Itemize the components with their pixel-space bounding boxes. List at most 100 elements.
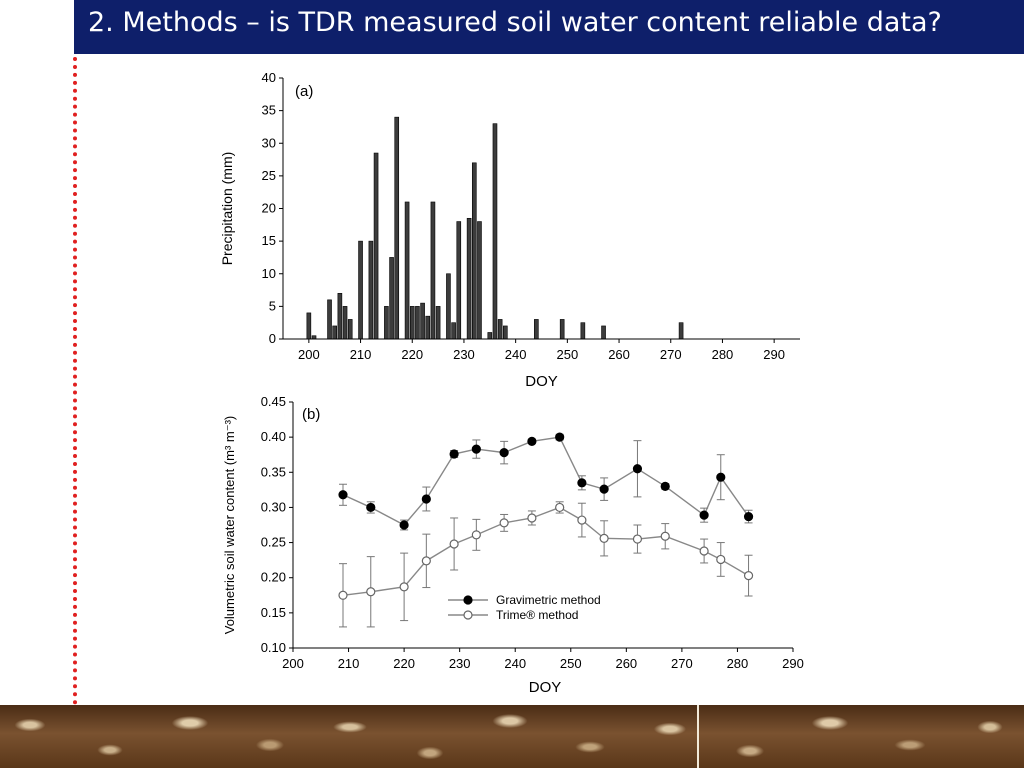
series-line: [342, 436, 750, 526]
gravimetric-point: [577, 478, 587, 488]
x-tick-label: 260: [615, 656, 637, 671]
legend-label: Gravimetric method: [496, 593, 601, 607]
y-tick-label: 30: [262, 135, 276, 150]
legend-label: Trime® method: [496, 608, 578, 622]
y-tick-label: 0.15: [261, 605, 286, 620]
trime-point: [449, 539, 459, 549]
precipitation-bar: [471, 162, 477, 340]
y-tick-label: 25: [262, 168, 276, 183]
y-tick-label: 40: [262, 70, 276, 85]
precipitation-bar: [415, 306, 420, 340]
trime-point: [499, 518, 509, 528]
precipitation-bar: [306, 312, 312, 340]
x-tick-label: 220: [401, 347, 423, 362]
gravimetric-point: [699, 510, 709, 520]
y-tick-label: 0.35: [261, 464, 286, 479]
trime-point: [743, 571, 754, 581]
precipitation-bar: [559, 319, 565, 340]
x-tick-label: 200: [298, 347, 320, 362]
precipitation-bar: [678, 322, 684, 340]
y-tick-label: 5: [269, 298, 276, 313]
gravimetric-point: [421, 494, 431, 504]
precipitation-bar: [534, 319, 539, 340]
gravimetric-point: [449, 449, 459, 459]
slide-title-bar: 2. Methods – is TDR measured soil water …: [74, 0, 1024, 54]
gravimetric-point: [743, 511, 754, 522]
precipitation-bar: [430, 201, 436, 340]
trime-point: [699, 546, 709, 556]
x-tick-label: 240: [504, 656, 526, 671]
precipitation-bar: [394, 116, 400, 340]
x-tick-label: 280: [727, 656, 749, 671]
trime-point: [555, 502, 565, 513]
precipitation-bar: [466, 217, 472, 340]
x-tick-label: 210: [338, 656, 360, 671]
x-tick-label: 230: [449, 656, 471, 671]
precipitation-bar: [409, 306, 415, 340]
x-axis-label: DOY: [525, 373, 558, 390]
precipitation-bar: [601, 325, 606, 340]
precipitation-bar: [347, 319, 353, 340]
gravimetric-point: [399, 520, 409, 530]
trime-point: [471, 530, 481, 540]
x-tick-label: 210: [350, 347, 372, 362]
precipitation-bar: [389, 257, 394, 340]
trime-point: [660, 531, 670, 541]
precipitation-chart: 0 5 10 15 20 25 30 35 40 200 210 220 230 240 250 260 270…: [219, 70, 800, 390]
footer-seam: [697, 705, 699, 768]
gravimetric-point: [716, 472, 726, 482]
trime-point: [338, 590, 348, 600]
x-tick-label: 280: [712, 347, 734, 362]
x-axis-label: DOY: [529, 679, 562, 696]
y-tick-label: 0: [269, 331, 276, 346]
y-tick-label: 0.30: [261, 499, 286, 514]
precipitation-bar: [435, 306, 441, 340]
trime-point: [577, 515, 587, 525]
trime-point: [366, 587, 376, 597]
x-tick-label: 250: [560, 656, 582, 671]
y-tick-label: 15: [262, 233, 276, 248]
soil-texture-band: [0, 705, 1024, 768]
soil-water-chart: 0.10 0.15 0.20 0.25 0.30 0.35 0.40 0.45 200 210 22…: [222, 394, 804, 696]
precipitation-bar: [456, 221, 462, 340]
x-tick-label: 240: [505, 347, 527, 362]
series-line: [342, 506, 749, 596]
slide-title: 2. Methods – is TDR measured soil water …: [88, 7, 942, 38]
x-tick-label: 260: [608, 347, 630, 362]
trime-point: [527, 513, 537, 523]
precipitation-bar: [327, 299, 332, 340]
precipitation-bar: [492, 123, 498, 340]
panel-label: (b): [302, 406, 320, 423]
y-tick-label: 20: [262, 201, 276, 216]
gravimetric-point: [599, 484, 609, 494]
precipitation-bar: [487, 332, 493, 340]
y-tick-label: 0.10: [261, 640, 286, 655]
precipitation-bar: [446, 273, 451, 340]
precipitation-bar: [503, 325, 508, 340]
gravimetric-point: [527, 436, 537, 446]
precipitation-bar: [451, 322, 456, 340]
legend-marker: [463, 610, 473, 620]
gravimetric-point: [366, 502, 376, 513]
precipitation-bar: [368, 240, 374, 340]
y-axis-label: Precipitation (mm): [219, 152, 235, 266]
gravimetric-point: [471, 444, 481, 454]
precipitation-bar: [420, 302, 425, 340]
gravimetric-point: [632, 464, 643, 474]
x-tick-label: 290: [782, 656, 804, 671]
panel-label: (a): [295, 83, 313, 100]
trime-point: [632, 534, 643, 544]
precipitation-bar: [332, 325, 337, 340]
precipitation-bar: [425, 315, 431, 340]
x-tick-label: 230: [453, 347, 475, 362]
y-tick-label: 35: [262, 103, 276, 118]
trime-point: [599, 533, 609, 543]
trime-point: [421, 556, 431, 566]
x-tick-label: 290: [763, 347, 785, 362]
x-tick-label: 250: [556, 347, 578, 362]
precipitation-bar: [477, 221, 482, 340]
x-tick-label: 270: [671, 656, 693, 671]
y-axis-label: Volumetric soil water content (m³ m⁻³): [222, 416, 237, 635]
gravimetric-point: [555, 432, 565, 442]
x-tick-label: 270: [660, 347, 682, 362]
